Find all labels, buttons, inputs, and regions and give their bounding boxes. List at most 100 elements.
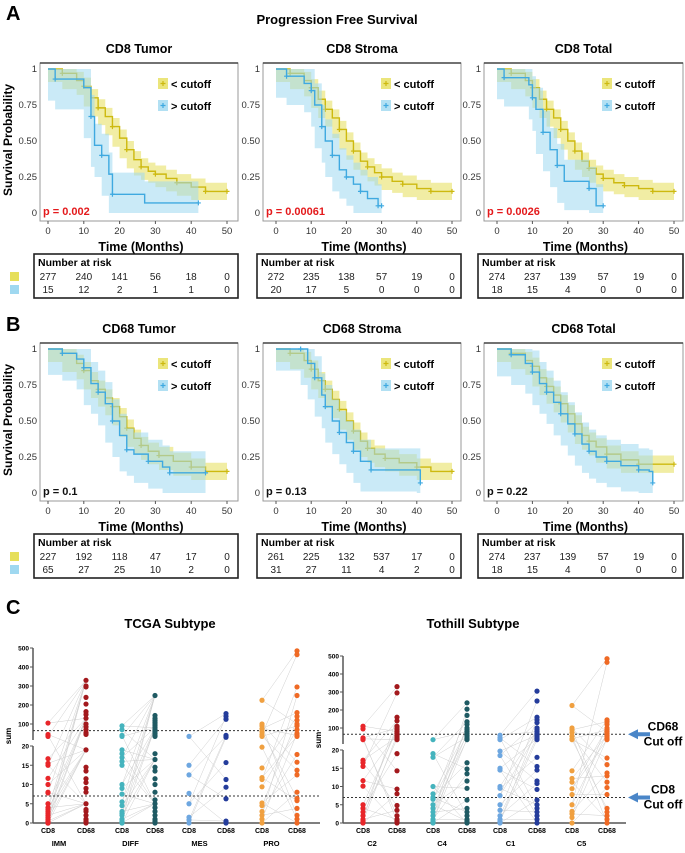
pair-line <box>499 729 538 787</box>
pair-line <box>121 695 156 785</box>
risk-count: 0 <box>600 565 606 576</box>
pair-line <box>571 662 608 805</box>
data-point <box>186 801 192 807</box>
x-tick-label: 20 <box>341 226 352 237</box>
data-point <box>45 762 51 768</box>
censor-mark <box>600 175 606 181</box>
pair-line <box>188 737 227 824</box>
data-point <box>259 733 265 739</box>
pair-line <box>571 727 608 765</box>
y-tick-label: 0.25 <box>19 172 38 183</box>
data-point <box>259 808 265 815</box>
data-point <box>360 778 366 784</box>
data-point <box>294 772 300 778</box>
y-tick-label: 0 <box>255 208 260 219</box>
y-tick-label: 0.25 <box>463 452 482 463</box>
risk-count: 20 <box>270 285 282 296</box>
risk-table: Number at risk 261 225 132 537 17 0 31 27 11 4 2 0 <box>256 533 462 579</box>
y-tick-label: 300 <box>18 684 29 691</box>
data-point <box>534 754 540 760</box>
risk-row-key-above <box>10 285 19 294</box>
legend-marker <box>160 81 166 86</box>
pair-line <box>571 775 608 779</box>
dot-plots: TCGA Subtype10020030040050005101520sumCD… <box>4 616 683 848</box>
data-point <box>430 820 436 826</box>
data-point <box>394 690 400 696</box>
censor-mark <box>224 188 230 194</box>
pair-line <box>188 787 227 818</box>
column-label: CD68 <box>77 828 95 835</box>
x-tick-label: 50 <box>669 506 680 517</box>
pair-line <box>499 700 538 796</box>
risk-count: 0 <box>224 552 230 563</box>
risk-table-frame <box>256 253 462 299</box>
risk-count: 1 <box>153 285 159 296</box>
data-point <box>604 779 610 785</box>
data-point <box>534 816 540 822</box>
y-axis-label: sum <box>4 728 13 744</box>
risk-count: 27 <box>306 565 318 576</box>
column-label: CD8 <box>182 828 196 835</box>
data-point <box>394 684 400 690</box>
pair-line <box>47 749 87 764</box>
data-point <box>83 677 89 683</box>
risk-table-title: Number at risk <box>482 257 556 269</box>
data-point <box>294 805 300 811</box>
data-point <box>604 816 610 822</box>
risk-count: 11 <box>341 565 352 576</box>
censor-mark <box>671 461 677 467</box>
pair-line <box>188 736 227 776</box>
pair-line <box>571 735 608 779</box>
data-point <box>119 799 125 805</box>
data-point <box>186 772 192 778</box>
risk-count: 15 <box>42 285 54 296</box>
data-point <box>360 802 366 808</box>
confidence-band <box>48 69 199 213</box>
column-label: CD8 <box>255 828 269 835</box>
data-point <box>604 791 610 798</box>
y-tick-label: 10 <box>22 782 30 789</box>
pair-line <box>121 803 156 820</box>
confidence-band <box>276 349 421 493</box>
risk-count: 235 <box>303 272 320 283</box>
km-title: CD8 Tumor <box>106 42 173 56</box>
p-value: p = 0.002 <box>43 206 90 218</box>
p-value: p = 0.0026 <box>487 206 540 218</box>
censor-mark <box>312 375 318 381</box>
risk-row-key-below <box>10 552 19 561</box>
data-point <box>259 816 265 822</box>
censor-mark <box>600 203 606 209</box>
group-label: C2 <box>367 839 377 848</box>
risk-table: Number at risk 227 192 118 47 17 0 65 27 25 10 2 0 <box>10 533 239 579</box>
pair-line <box>499 727 538 822</box>
pair-line <box>432 702 468 740</box>
data-point <box>430 783 436 790</box>
y-tick-label: 0.75 <box>242 100 261 111</box>
y-tick-label: 1 <box>32 64 37 75</box>
risk-count: 47 <box>150 552 162 563</box>
pair-line <box>47 749 87 820</box>
survival-curve-above <box>497 68 604 207</box>
data-point <box>394 737 400 743</box>
risk-count: 237 <box>524 272 541 283</box>
data-point <box>464 766 470 772</box>
y-axis-label: sum <box>314 732 323 748</box>
data-point <box>294 812 300 818</box>
risk-count: 274 <box>489 272 506 283</box>
censor-mark <box>203 188 209 194</box>
data-point <box>119 733 125 739</box>
risk-table-title: Number at risk <box>38 537 112 549</box>
group-label: C1 <box>506 839 516 848</box>
pair-line <box>432 753 468 816</box>
data-point <box>259 776 265 783</box>
censor-mark <box>59 350 65 356</box>
y-tick-label: 1 <box>476 64 481 75</box>
pair-line <box>47 718 87 824</box>
legend-marker <box>160 383 166 388</box>
risk-count: 225 <box>303 552 320 563</box>
data-point <box>534 763 540 770</box>
column-label: CD8 <box>426 828 440 835</box>
pair-line <box>47 803 87 822</box>
